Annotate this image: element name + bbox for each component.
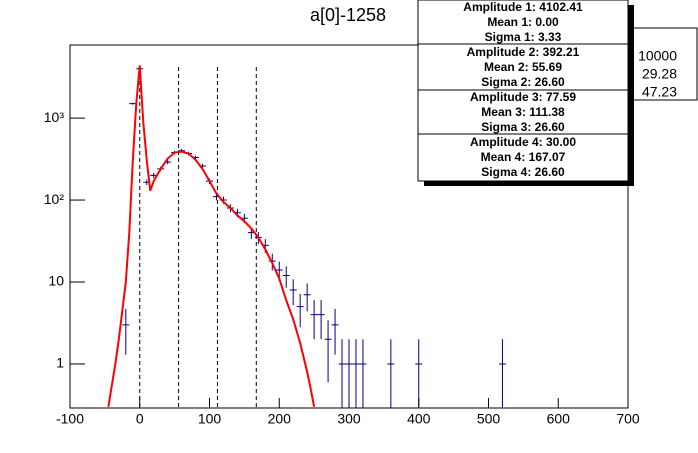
fit-curve xyxy=(107,65,316,407)
data-point xyxy=(317,300,325,340)
x-tick-label: 200 xyxy=(268,411,292,427)
y-tick-label: 10² xyxy=(44,191,65,207)
data-point xyxy=(289,279,297,306)
data-point xyxy=(498,339,506,408)
y-tick-label: 10³ xyxy=(44,109,65,125)
data-point xyxy=(338,339,346,408)
fit-param: Sigma 4: 26.60 xyxy=(481,165,565,179)
fit-param: Amplitude 3: 77.59 xyxy=(470,90,576,104)
data-point xyxy=(282,266,290,288)
fit-param: Amplitude 4: 30.00 xyxy=(470,135,576,149)
data-point xyxy=(331,308,339,355)
x-tick-label: 300 xyxy=(337,411,361,427)
data-point xyxy=(387,339,395,408)
fit-param: Mean 1: 0.00 xyxy=(487,15,559,29)
fit-param: Sigma 3: 26.60 xyxy=(481,120,565,134)
x-tick-label: 0 xyxy=(136,411,144,427)
fit-param: Sigma 2: 26.60 xyxy=(481,75,565,89)
stat-mean: 29.28 xyxy=(642,66,677,82)
fit-param: Amplitude 2: 392.21 xyxy=(467,45,580,59)
x-tick-label: 400 xyxy=(407,411,431,427)
y-tick-label: 10 xyxy=(48,273,64,289)
y-tick-label: 1 xyxy=(56,355,64,371)
data-point xyxy=(359,339,367,408)
data-point xyxy=(296,293,304,328)
x-tick-label: 100 xyxy=(198,411,222,427)
stat-std: 47.23 xyxy=(642,84,677,100)
fit-param: Mean 2: 55.69 xyxy=(484,60,562,74)
chart-title: a[0]-1258 xyxy=(310,5,386,25)
data-point xyxy=(129,102,137,105)
x-tick-label: 700 xyxy=(616,411,640,427)
data-point xyxy=(324,320,332,383)
stat-entries: 10000 xyxy=(638,48,677,64)
fit-param: Sigma 1: 3.33 xyxy=(485,30,562,44)
fit-param: Mean 4: 167.07 xyxy=(481,150,566,164)
fit-param: Amplitude 1: 4102.41 xyxy=(463,0,583,14)
data-point xyxy=(303,283,311,312)
x-tick-label: 600 xyxy=(547,411,571,427)
x-tick-label: -100 xyxy=(56,411,84,427)
data-point xyxy=(310,300,318,340)
data-point xyxy=(352,339,360,408)
x-tick-label: 500 xyxy=(477,411,501,427)
fit-param: Mean 3: 111.38 xyxy=(481,105,565,119)
data-point xyxy=(122,308,130,355)
